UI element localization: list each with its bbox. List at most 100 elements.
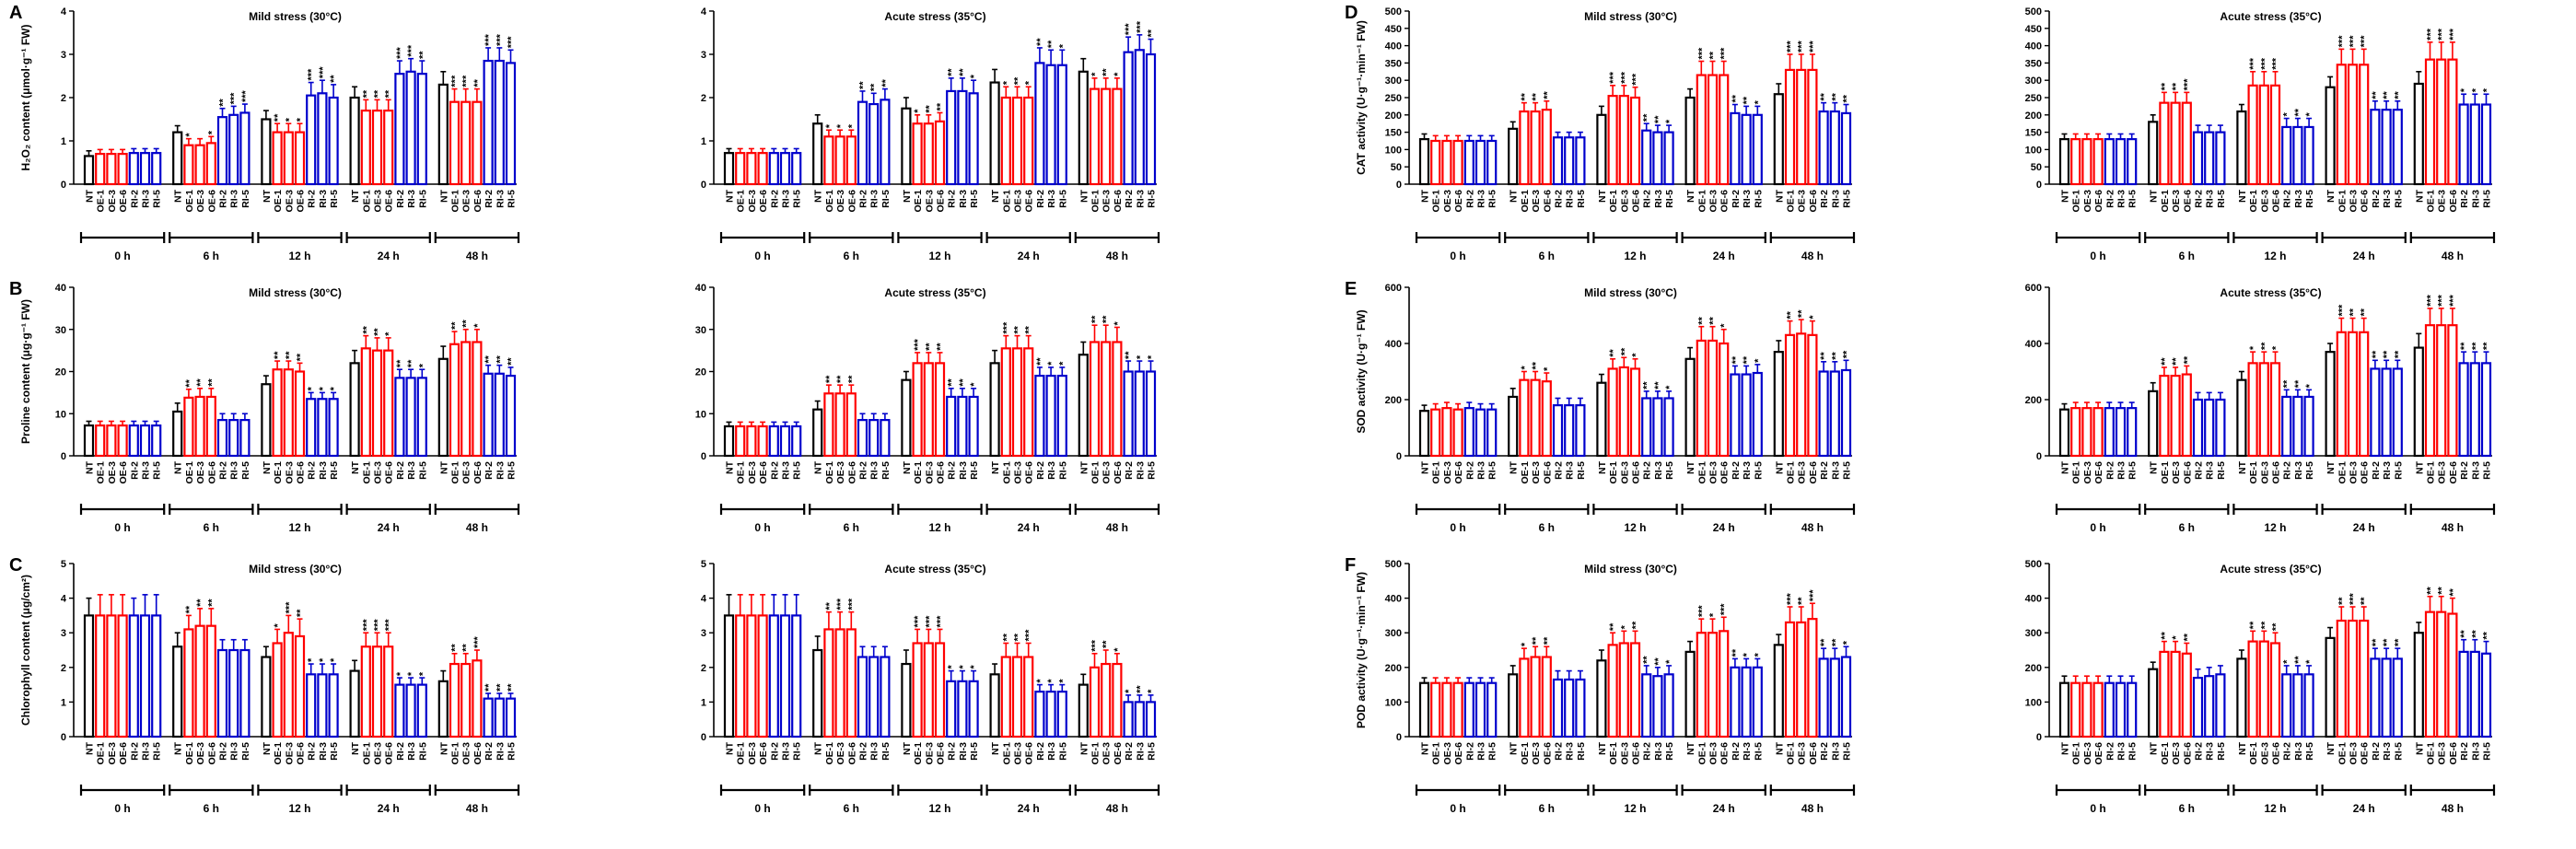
x-tick-label: OE-3 (1797, 461, 1808, 484)
significance-label: *** (1135, 20, 1146, 33)
bar (1000, 656, 1011, 739)
x-tick-label: RI-5 (1576, 461, 1587, 480)
significance-label: ** (1830, 92, 1841, 100)
bar (1575, 136, 1586, 186)
significance-label: ** (2259, 342, 2270, 350)
x-tick-label: OE-3 (1442, 461, 1453, 484)
x-tick-label: OE-3 (2082, 461, 2093, 484)
x-tick-label: OE-1 (2426, 461, 2437, 484)
x-tick-label: OE-3 (924, 742, 935, 765)
bar (494, 372, 505, 458)
y-tick-label: 0 (701, 732, 706, 743)
significance-label: ** (2282, 379, 2293, 388)
bar (2392, 367, 2403, 458)
x-tick-label: RI-5 (1664, 742, 1675, 761)
bar (1452, 139, 1463, 186)
x-tick-label: NT (2325, 189, 2337, 203)
bar (2058, 408, 2070, 458)
panel-letter: C (9, 555, 22, 576)
chart-title: Acute stress (35°C) (2220, 563, 2321, 576)
x-tick-label: RI-3 (1135, 461, 1146, 480)
x-tick-label: OE-6 (1542, 461, 1553, 484)
significance-label: ** (1124, 351, 1135, 359)
bar (1730, 373, 1741, 458)
x-tick-label: RI-3 (2205, 190, 2216, 208)
significance-label: * (2171, 635, 2182, 640)
x-tick-label: RI-3 (1046, 742, 1057, 761)
x-tick-label: RI-3 (1476, 461, 1487, 480)
bar (294, 131, 306, 186)
significance-label: ** (206, 599, 217, 607)
bar (1796, 332, 1807, 458)
bar (2447, 324, 2458, 458)
panel-letter: A (9, 3, 22, 23)
significance-label: *** (1719, 47, 1731, 60)
significance-label: *** (2426, 294, 2437, 307)
y-tick-label: 0 (701, 180, 706, 191)
x-tick-label: OE-1 (2248, 742, 2259, 765)
significance-label: ** (1013, 633, 1024, 641)
x-tick-label: OE-1 (1520, 190, 1531, 213)
y-tick-label: 0 (2036, 451, 2042, 462)
bar (117, 424, 128, 458)
bar (1663, 673, 1674, 739)
significance-label: *** (924, 615, 935, 628)
group-label: 24 h (1018, 250, 1040, 262)
bar (901, 107, 912, 186)
x-tick-label: RI-2 (769, 190, 780, 208)
bar (2424, 324, 2436, 458)
bar (1089, 341, 1101, 458)
bar (1034, 691, 1045, 739)
bar (1596, 381, 1607, 458)
bar (1618, 366, 1629, 458)
group-label: 0 h (114, 521, 130, 534)
significance-label: * (1520, 366, 1531, 370)
bar (505, 374, 517, 458)
x-tick-label: RI-3 (2470, 742, 2481, 761)
group-label: 6 h (1539, 521, 1555, 534)
y-tick-label: 500 (1385, 6, 1402, 17)
bar (2381, 109, 2392, 186)
x-tick-label: OE-1 (1090, 190, 1102, 213)
bar (1089, 87, 1101, 186)
group-label: 6 h (204, 250, 219, 262)
bar (1719, 342, 1730, 458)
significance-label: *** (450, 75, 461, 87)
significance-label: ** (1147, 29, 1158, 37)
bar (2181, 652, 2192, 739)
bar (449, 100, 460, 186)
significance-label: * (969, 74, 980, 78)
x-tick-label: RI-5 (507, 742, 518, 761)
y-tick-label: 100 (2025, 145, 2042, 156)
bar (868, 102, 880, 186)
significance-label: ** (2371, 90, 2382, 99)
group-label: 12 h (2264, 802, 2286, 815)
x-tick-label: RI-5 (417, 742, 428, 761)
bar (216, 648, 228, 739)
bar (2458, 103, 2469, 186)
x-tick-label: RI-3 (1476, 190, 1487, 208)
x-tick-label: NT (350, 189, 361, 203)
bar (283, 131, 294, 186)
y-tick-label: 350 (1385, 58, 1402, 69)
significance-label: *** (2337, 304, 2348, 317)
significance-label: *** (361, 619, 372, 632)
x-tick-label: RI-2 (1464, 461, 1475, 480)
bar (194, 144, 205, 186)
significance-label: ** (2459, 342, 2470, 350)
significance-label: ** (2482, 631, 2493, 639)
y-tick-label: 300 (1385, 76, 1402, 87)
group-label: 12 h (928, 802, 950, 815)
y-tick-label: 0 (2036, 732, 2042, 743)
x-tick-label: OE-3 (2171, 742, 2182, 765)
x-tick-label: OE-1 (1431, 461, 1442, 484)
bar (1684, 357, 1696, 458)
bar (2115, 138, 2127, 186)
significance-label: *** (318, 66, 329, 79)
x-tick-label: RI-3 (958, 190, 969, 208)
significance-label: * (206, 130, 217, 134)
x-tick-label: RI-5 (329, 190, 340, 208)
significance-label: * (2282, 659, 2293, 664)
